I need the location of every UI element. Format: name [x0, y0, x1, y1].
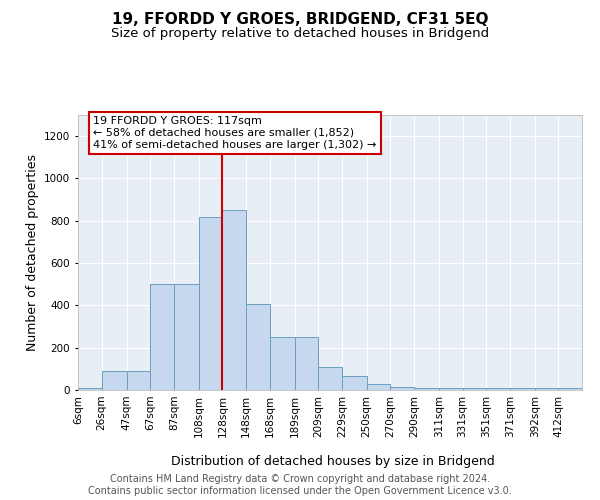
Bar	[342, 376, 367, 390]
Text: 19 FFORDD Y GROES: 117sqm
← 58% of detached houses are smaller (1,852)
41% of se: 19 FFORDD Y GROES: 117sqm ← 58% of detac…	[93, 116, 376, 150]
Text: 19, FFORDD Y GROES, BRIDGEND, CF31 5EQ: 19, FFORDD Y GROES, BRIDGEND, CF31 5EQ	[112, 12, 488, 28]
Bar	[269, 337, 295, 390]
Bar	[127, 371, 150, 390]
Bar	[174, 284, 199, 390]
Bar	[535, 388, 559, 390]
Bar	[78, 388, 101, 390]
Text: Distribution of detached houses by size in Bridgend: Distribution of detached houses by size …	[171, 454, 495, 468]
Y-axis label: Number of detached properties: Number of detached properties	[26, 154, 38, 351]
Text: Size of property relative to detached houses in Bridgend: Size of property relative to detached ho…	[111, 28, 489, 40]
Bar	[391, 387, 414, 390]
Bar	[150, 284, 174, 390]
Bar	[199, 216, 223, 390]
Bar	[486, 388, 510, 390]
Bar	[318, 366, 342, 390]
Bar	[439, 388, 463, 390]
Text: Contains HM Land Registry data © Crown copyright and database right 2024.
Contai: Contains HM Land Registry data © Crown c…	[88, 474, 512, 496]
Bar	[101, 371, 127, 390]
Bar	[367, 384, 391, 390]
Bar	[295, 337, 318, 390]
Bar	[223, 210, 246, 390]
Bar	[246, 304, 269, 390]
Bar	[414, 388, 439, 390]
Bar	[559, 388, 582, 390]
Bar	[510, 388, 535, 390]
Bar	[463, 388, 486, 390]
